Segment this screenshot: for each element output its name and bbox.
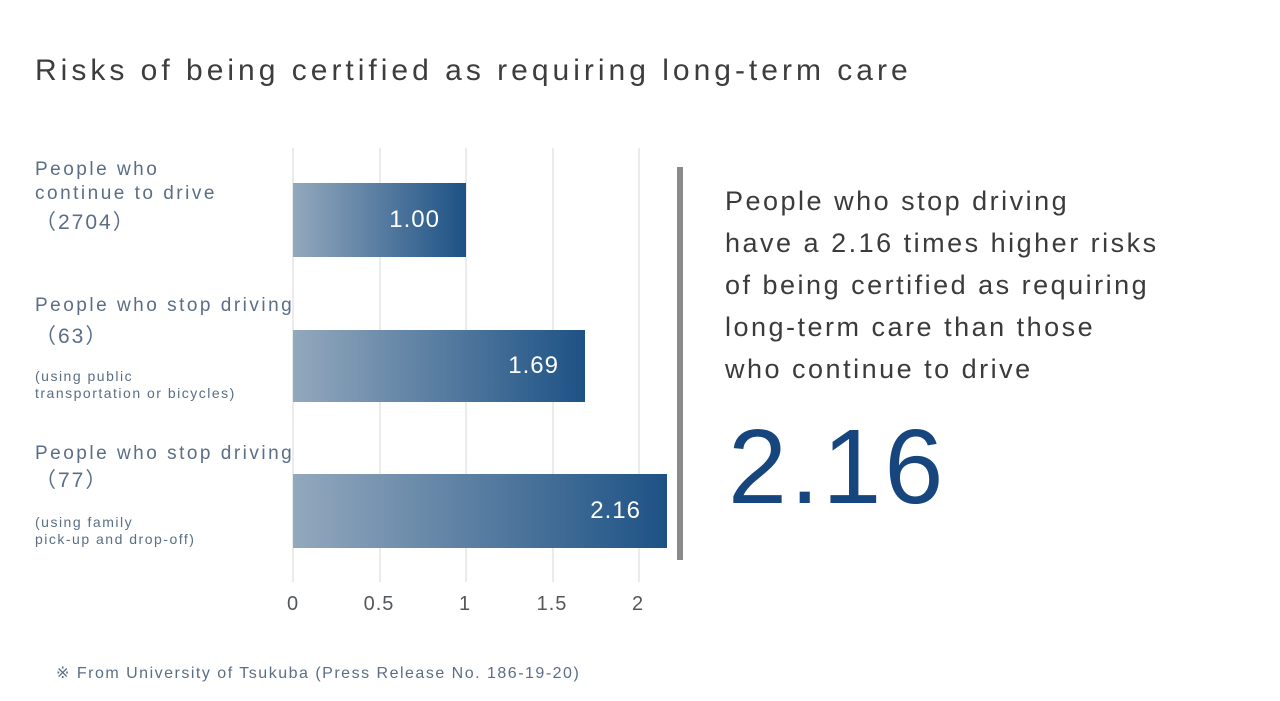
category-label-line: People who bbox=[35, 159, 160, 180]
chart-title: Risks of being certified as requiring lo… bbox=[35, 54, 912, 87]
bar-value-label: 1.00 bbox=[389, 206, 440, 233]
bar-stop-driving-public-transport: 1.69 bbox=[293, 330, 585, 402]
category-count: （2704） bbox=[35, 211, 136, 234]
callout-line: of being certified as requiring bbox=[725, 270, 1150, 300]
category-label-line: continue to drive bbox=[35, 183, 217, 204]
bar-value-label: 1.69 bbox=[508, 352, 559, 379]
gridline-2 bbox=[638, 148, 640, 582]
category-note: (using public transportation or bicycles… bbox=[35, 368, 236, 402]
vertical-divider bbox=[677, 167, 683, 560]
highlight-ratio-value: 2.16 bbox=[728, 408, 947, 526]
category-count: （77） bbox=[35, 469, 109, 492]
category-note-line: (using family bbox=[35, 514, 134, 530]
category-label-continue-to-drive: People who continue to drive bbox=[35, 158, 217, 206]
category-label-line: People who stop driving bbox=[35, 295, 295, 316]
callout-line: long-term care than those bbox=[725, 312, 1096, 342]
bar-stop-driving-family-pickup: 2.16 bbox=[293, 474, 667, 548]
x-axis-tick-2: 2 bbox=[631, 593, 645, 615]
category-label-stop-driving-public-transport: People who stop driving bbox=[35, 294, 294, 318]
category-note: (using family pick-up and drop-off) bbox=[35, 514, 195, 548]
category-label-line: People who stop driving bbox=[35, 443, 295, 464]
callout-line: People who stop driving bbox=[725, 186, 1070, 216]
callout-text: People who stop driving have a 2.16 time… bbox=[725, 180, 1159, 390]
bar-continue-to-drive: 1.00 bbox=[293, 183, 466, 257]
callout-line: who continue to drive bbox=[725, 354, 1033, 384]
x-axis-tick-1: 1 bbox=[458, 593, 472, 615]
category-note-line: pick-up and drop-off) bbox=[35, 531, 196, 547]
category-note-line: transportation or bicycles) bbox=[35, 385, 236, 401]
bar-value-label: 2.16 bbox=[590, 497, 641, 524]
x-axis-tick-0-5: 0.5 bbox=[363, 593, 395, 615]
x-axis-tick-1-5: 1.5 bbox=[536, 593, 568, 615]
category-count: （63） bbox=[35, 325, 109, 348]
category-note-line: (using public bbox=[35, 368, 134, 384]
callout-line: have a 2.16 times higher risks bbox=[725, 228, 1159, 258]
x-axis-tick-0: 0 bbox=[286, 593, 300, 615]
source-footnote: ※ From University of Tsukuba (Press Rele… bbox=[56, 665, 581, 682]
category-label-stop-driving-family-pickup: People who stop driving bbox=[35, 442, 294, 466]
